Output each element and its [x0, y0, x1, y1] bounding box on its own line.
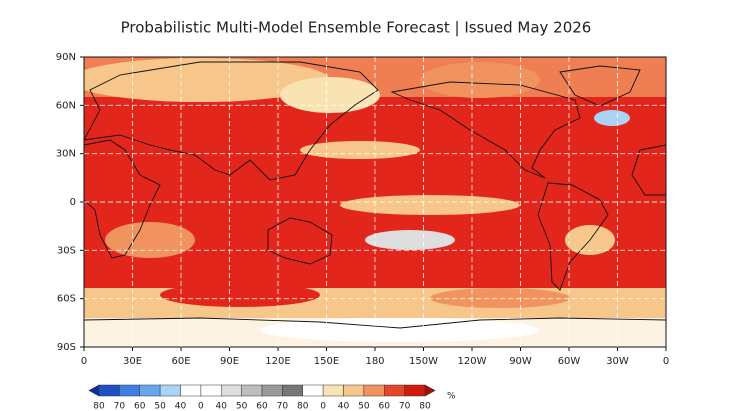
colorbar-segment — [261, 384, 283, 397]
colorbar-segment — [282, 384, 303, 397]
lon-tick-label: 0 — [663, 356, 669, 367]
colorbar-label: 70 — [399, 402, 411, 411]
colorbar-label: 80 — [419, 402, 431, 411]
colorbar-segment — [119, 384, 140, 397]
colorbar-label: 80 — [93, 402, 105, 411]
colorbar-segment — [343, 384, 365, 397]
lon-tick-label: 180 — [365, 356, 384, 367]
lon-tick-label: 120W — [458, 356, 487, 367]
colorbar-label: 40 — [175, 402, 187, 411]
colorbar-label: 80 — [297, 402, 309, 411]
lon-tick-label: 0 — [81, 356, 87, 367]
lon-tick-label: 30W — [606, 356, 629, 367]
colorbar-arrow — [88, 384, 100, 397]
lat-tick-label: 60N — [56, 100, 76, 111]
colorbar-label: 0 — [320, 402, 326, 411]
colorbar-label: 50 — [236, 402, 248, 411]
colorbar-label: 60 — [256, 402, 268, 411]
lon-tick-label: 90W — [509, 356, 532, 367]
colorbar-arrow — [424, 384, 436, 397]
colorbar-segment — [139, 384, 161, 397]
lon-tick-label: 120E — [265, 356, 290, 367]
colorbar-segment — [98, 384, 120, 397]
lat-tick-label: 30S — [57, 245, 76, 256]
colorbar-segment — [384, 384, 405, 397]
colorbar-segment — [159, 384, 181, 397]
lat-tick-label: 30N — [56, 149, 76, 160]
lon-tick-label: 60W — [558, 356, 581, 367]
lon-tick-label: 90E — [220, 356, 239, 367]
colorbar-unit: % — [447, 392, 456, 402]
lat-tick-label: 90S — [57, 342, 76, 353]
colorbar-label: 70 — [277, 402, 289, 411]
colorbar-label: 0 — [198, 402, 204, 411]
colorbar-segment — [363, 384, 385, 397]
colorbar-segment — [200, 384, 222, 397]
lon-tick-label: 60E — [171, 356, 190, 367]
colorbar-label: 60 — [134, 402, 146, 411]
colorbar-segment — [221, 384, 242, 397]
colorbar-label: 70 — [114, 402, 126, 411]
lon-tick-label: 30E — [123, 356, 142, 367]
lon-tick-label: 150E — [314, 356, 339, 367]
lat-tick-label: 90N — [56, 52, 76, 63]
lat-tick-label: 60S — [57, 294, 76, 305]
colorbar-label: 50 — [358, 402, 370, 411]
colorbar-segment — [404, 384, 426, 397]
colorbar-segment — [241, 384, 263, 397]
lat-tick-label: 0 — [70, 197, 76, 208]
title: Probabilistic Multi-Model Ensemble Forec… — [121, 19, 592, 37]
colorbar-segment — [302, 384, 324, 397]
colorbar-label: 60 — [379, 402, 391, 411]
colorbar-label: 50 — [154, 402, 166, 411]
lon-tick-label: 150W — [409, 356, 438, 367]
colorbar-segment — [322, 384, 344, 397]
colorbar-label: 40 — [338, 402, 350, 411]
colorbar-segment — [180, 384, 202, 397]
colorbar-label: 40 — [216, 402, 228, 411]
